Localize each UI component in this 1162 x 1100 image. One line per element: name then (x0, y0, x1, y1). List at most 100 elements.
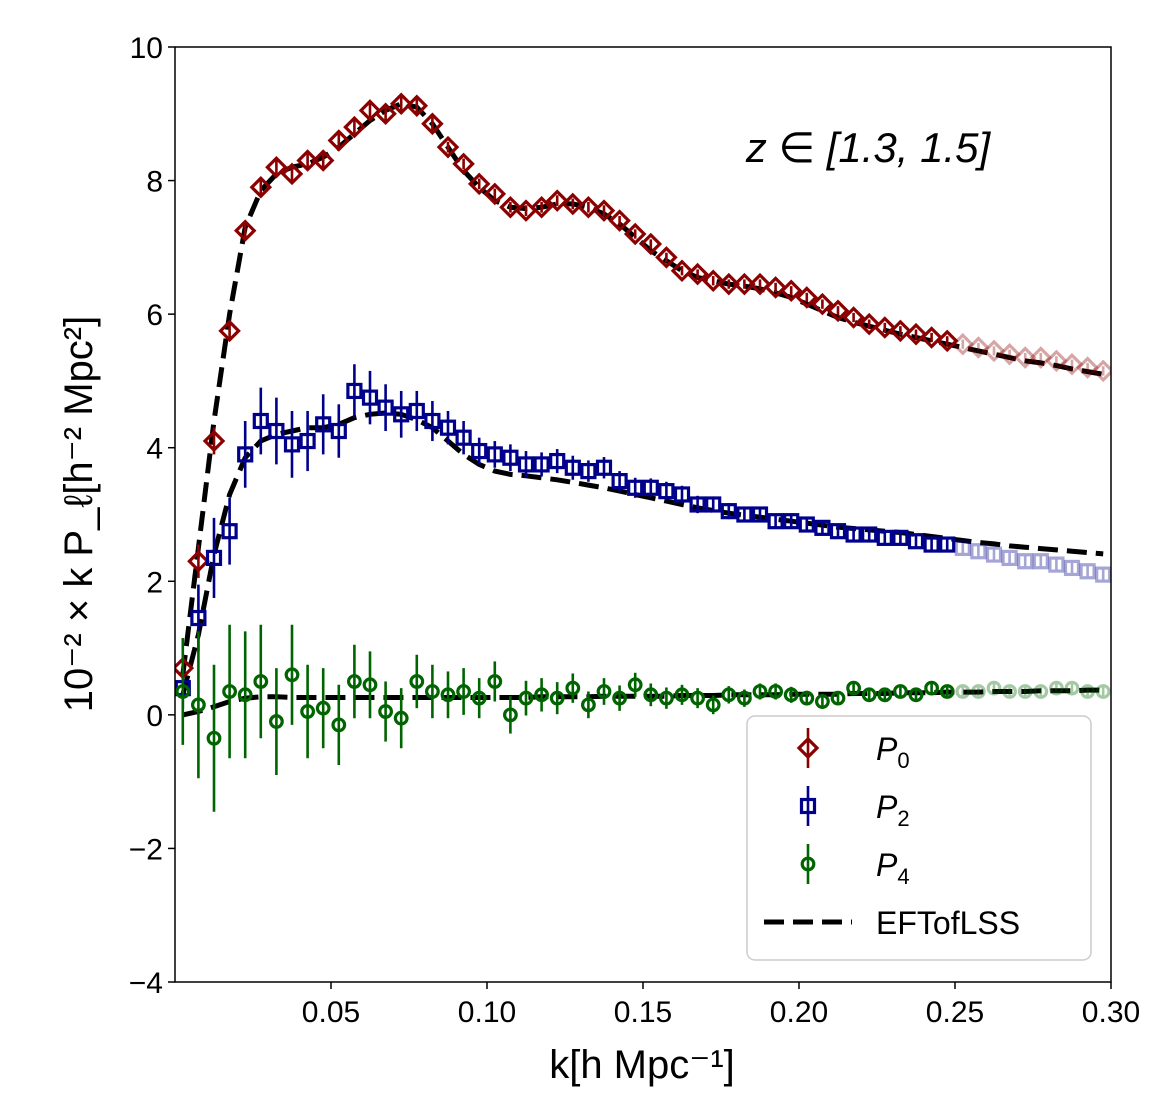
y-tick-label: 0 (146, 700, 163, 733)
data-point-P2 (627, 477, 644, 498)
data-point-P2 (1001, 549, 1018, 567)
marker-P4 (549, 690, 565, 706)
marker-P4 (737, 690, 752, 706)
marker-P2 (1079, 563, 1096, 580)
marker-P0 (187, 549, 210, 573)
marker-P2 (861, 526, 878, 543)
marker-P4 (893, 684, 908, 699)
marker-P4 (190, 697, 206, 713)
marker-P2 (845, 526, 862, 543)
data-point-P2 (861, 526, 878, 543)
marker-P0 (530, 196, 553, 219)
marker-P4 (331, 717, 347, 733)
marker-P2 (205, 549, 223, 567)
data-point-P2 (642, 478, 659, 498)
data-point-P2 (315, 394, 332, 455)
marker-P2 (720, 503, 737, 520)
marker-P2 (1095, 566, 1111, 583)
data-point-P4 (331, 684, 347, 765)
data-point-P4 (799, 690, 815, 706)
model-curve-P4 (182, 687, 1104, 718)
data-point-P4 (518, 680, 534, 716)
marker-P2 (970, 543, 987, 560)
marker-P2 (954, 539, 971, 556)
data-point-P4 (549, 682, 565, 715)
marker-P0 (499, 196, 522, 219)
marker-P4 (206, 730, 222, 746)
y-tick-label: 6 (146, 299, 163, 332)
data-point-P2 (346, 364, 363, 418)
data-point-P4 (1080, 684, 1095, 699)
data-point-P0 (717, 272, 741, 296)
marker-P2 (190, 609, 207, 627)
data-point-P4 (1095, 684, 1111, 699)
marker-P4 (487, 674, 503, 689)
y-axis: −4 −2 0 2 4 6 8 10 (129, 32, 175, 1000)
marker-P2 (580, 462, 597, 480)
data-point-P2 (549, 449, 566, 474)
x-tick-label: 0.15 (614, 996, 672, 1029)
series-P0 (175, 92, 1111, 680)
marker-P4 (440, 687, 456, 703)
marker-P4 (659, 690, 674, 706)
marker-P0 (577, 196, 600, 219)
marker-P4 (768, 684, 783, 699)
data-point-P0 (1029, 346, 1053, 369)
data-point-P0 (327, 129, 351, 152)
marker-P0 (779, 279, 803, 303)
data-point-P4 (1033, 684, 1049, 699)
marker-P0 (452, 152, 475, 176)
x-tick-label: 0.20 (770, 996, 828, 1029)
marker-P4 (1048, 680, 1064, 696)
marker-P4 (315, 700, 331, 716)
marker-P4 (627, 677, 643, 693)
marker-P4 (830, 690, 846, 706)
marker-P2 (346, 382, 363, 400)
marker-P0 (343, 115, 366, 139)
data-point-P4 (440, 671, 456, 719)
data-point-P2 (1063, 559, 1081, 577)
data-point-P2 (939, 536, 956, 553)
data-point-P0 (670, 259, 694, 282)
marker-P2 (814, 519, 831, 536)
data-point-P4 (237, 631, 253, 759)
data-point-P0 (733, 272, 756, 296)
data-point-P0 (374, 102, 397, 126)
data-point-P4 (768, 683, 783, 700)
marker-P0 (389, 92, 413, 116)
data-point-P4 (659, 687, 674, 709)
data-point-P0 (701, 269, 725, 293)
marker-P4 (269, 714, 284, 729)
marker-P2 (689, 496, 706, 513)
data-point-P0 (577, 196, 600, 219)
marker-P0 (951, 332, 975, 356)
marker-P0 (701, 269, 725, 293)
marker-P2 (673, 486, 691, 503)
data-point-P0 (904, 322, 928, 346)
marker-P2 (892, 529, 909, 546)
marker-P4 (565, 680, 581, 696)
data-point-P4 (721, 686, 737, 704)
data-series (175, 92, 1111, 812)
data-point-P2 (705, 496, 722, 513)
data-point-P2 (923, 536, 940, 553)
legend-label-model: EFTofLSS (876, 905, 1020, 941)
data-point-P0 (842, 306, 865, 329)
marker-P2 (439, 419, 457, 436)
legend-marker-P4 (800, 856, 816, 872)
model-curve-group (180, 101, 1104, 718)
data-point-P2 (767, 513, 784, 530)
data-point-P2 (595, 457, 613, 479)
data-point-P0 (530, 196, 553, 219)
data-point-P0 (187, 544, 210, 578)
marker-P0 (1076, 356, 1099, 379)
marker-P0 (1029, 346, 1053, 369)
marker-P4 (612, 690, 627, 706)
model-curve-P2 (180, 410, 1104, 696)
marker-P2 (611, 473, 628, 490)
marker-P0 (374, 102, 397, 126)
x-axis: 0.05 0.10 0.15 0.20 0.25 0.30 (302, 982, 1140, 1029)
marker-P2 (299, 432, 316, 450)
data-point-P0 (795, 286, 819, 309)
data-point-P0 (358, 99, 382, 122)
